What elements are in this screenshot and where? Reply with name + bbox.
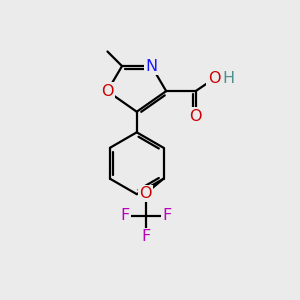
Text: F: F [141, 229, 151, 244]
Text: F: F [162, 208, 172, 223]
Text: O: O [101, 84, 114, 99]
Text: O: O [208, 71, 220, 86]
Text: O: O [189, 109, 202, 124]
Text: F: F [120, 208, 129, 223]
Text: H: H [223, 71, 235, 86]
Text: O: O [140, 186, 152, 201]
Text: N: N [146, 58, 158, 74]
